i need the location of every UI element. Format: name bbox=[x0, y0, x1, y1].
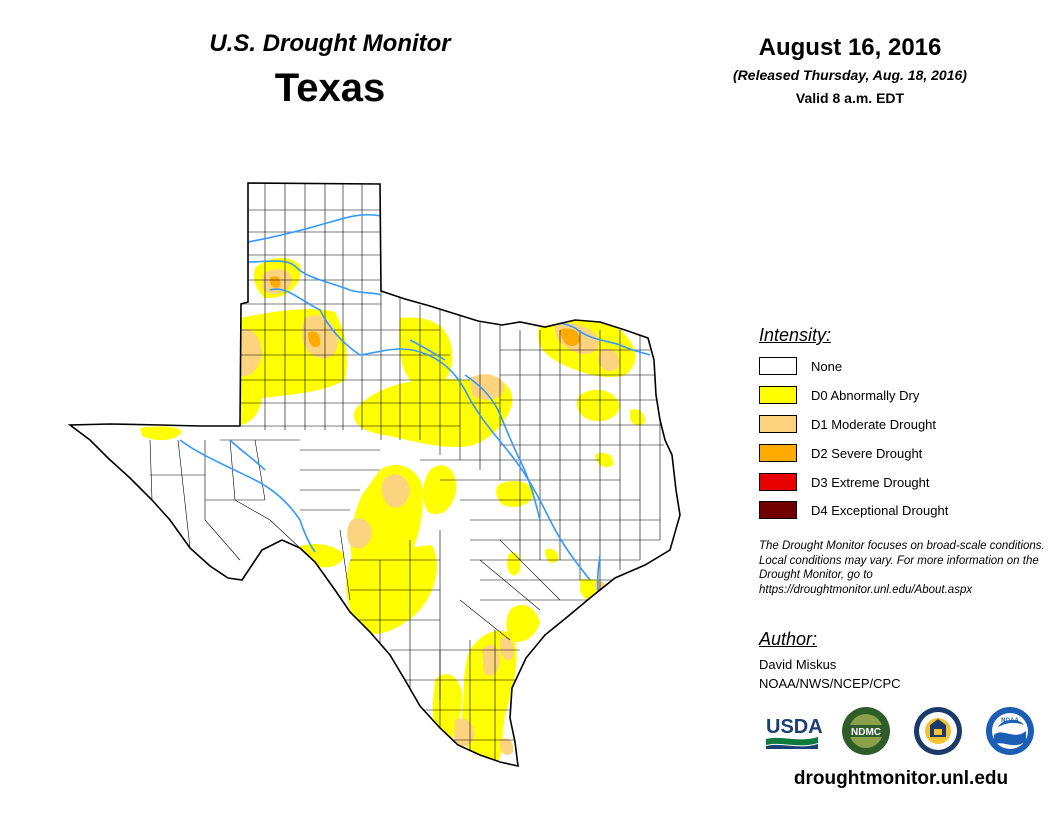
legend-label: None bbox=[811, 358, 843, 374]
noaa-logo: NOAA bbox=[986, 707, 1034, 755]
legend-item-d3: D3 Extreme Drought bbox=[759, 471, 930, 493]
legend-title: Intensity: bbox=[759, 325, 832, 345]
drought-monitor-notice: The Drought Monitor focuses on broad-sca… bbox=[759, 540, 1045, 596]
valid-time: Valid 8 a.m. EDT bbox=[795, 90, 905, 106]
ndmc-logo: NDMC bbox=[842, 707, 890, 755]
state-border bbox=[69, 182, 681, 767]
commerce-seal-logo bbox=[914, 707, 962, 755]
legend-swatch bbox=[759, 501, 797, 519]
author-title: Author: bbox=[759, 629, 818, 649]
map-date: August 16, 2016 bbox=[758, 34, 942, 61]
texas-drought-map bbox=[69, 182, 681, 767]
legend-swatch bbox=[759, 473, 797, 491]
legend-item-d0: D0 Abnormally Dry bbox=[759, 384, 919, 406]
usda-logo: USDA bbox=[766, 716, 823, 749]
noaa-logo-text: NOAA bbox=[1001, 718, 1019, 724]
legend-item-none: None bbox=[759, 355, 842, 377]
county-lines bbox=[149, 183, 664, 765]
state-title: Texas bbox=[274, 66, 386, 110]
rivers bbox=[179, 213, 651, 601]
legend-label: D2 Severe Drought bbox=[811, 445, 923, 461]
legend-label: D3 Extreme Drought bbox=[811, 474, 930, 490]
ndmc-logo-text: NDMC bbox=[851, 727, 881, 738]
legend-label: D1 Moderate Drought bbox=[811, 416, 937, 432]
release-date: (Released Thursday, Aug. 18, 2016) bbox=[733, 67, 967, 83]
legend-item-d4: D4 Exceptional Drought bbox=[759, 499, 948, 521]
drought-areas bbox=[140, 257, 646, 765]
legend-label: D0 Abnormally Dry bbox=[811, 387, 920, 403]
author-name: David Miskus bbox=[759, 657, 837, 672]
monitor-title: U.S. Drought Monitor bbox=[209, 30, 451, 57]
author-organization: NOAA/NWS/NCEP/CPC bbox=[759, 676, 901, 691]
d0-areas bbox=[140, 257, 646, 765]
legend-swatch bbox=[759, 357, 797, 375]
legend-swatch bbox=[759, 444, 797, 462]
legend-swatch bbox=[759, 386, 797, 404]
partner-logos: USDA NDMC NOAA bbox=[766, 707, 1034, 755]
usda-logo-text: USDA bbox=[766, 716, 823, 738]
legend-item-d1: D1 Moderate Drought bbox=[759, 413, 936, 435]
d2-areas bbox=[269, 276, 581, 348]
legend-item-d2: D2 Severe Drought bbox=[759, 442, 922, 464]
site-url[interactable]: droughtmonitor.unl.edu bbox=[793, 768, 1009, 789]
legend-swatch bbox=[759, 415, 797, 433]
legend-label: D4 Exceptional Drought bbox=[811, 502, 949, 518]
